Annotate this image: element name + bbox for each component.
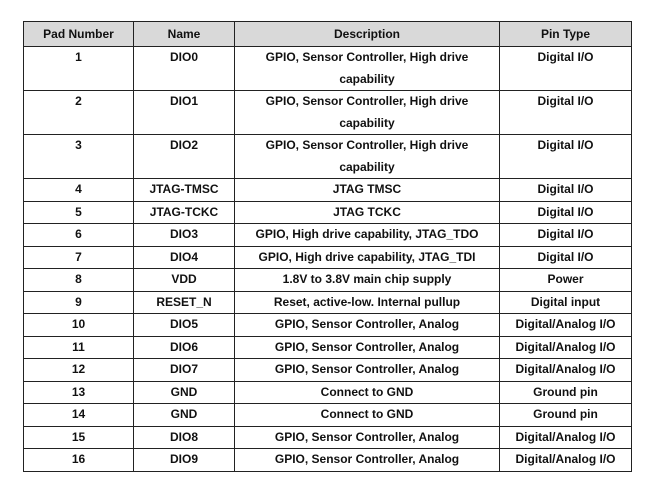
description-cell: GPIO, Sensor Controller, Analog <box>234 313 500 337</box>
table-row: 14 GND Connect to GND Ground pin <box>23 403 632 427</box>
table-row: 7 DIO4 GPIO, High drive capability, JTAG_T… <box>23 245 632 269</box>
description-cell: GPIO, Sensor Controller, Analog <box>234 335 500 359</box>
description-cell: GPIO, Sensor Controller, Analog <box>234 448 500 472</box>
table-body: 1 DIO0 GPIO, Sensor Controller, High drive… <box>23 46 632 472</box>
table-row: 8 VDD 1.8V to 3.8V main chip supply Power <box>23 268 632 292</box>
header-pin-type: Pin Type <box>499 21 632 47</box>
pin-type-cell: Digital input <box>499 290 632 314</box>
description-cell: Reset, active-low. Internal pullup <box>234 290 500 314</box>
pin-type-cell: Digital I/O <box>499 200 632 224</box>
pad-number-cell: 16 <box>23 448 134 472</box>
pin-type-cell: Digital I/O <box>499 245 632 269</box>
description-cell: Connect to GND <box>234 380 500 404</box>
description-cell: JTAG TMSC <box>234 178 500 202</box>
pin-type-cell: Ground pin <box>499 403 632 427</box>
pad-number-cell: 13 <box>23 380 134 404</box>
pad-number-cell: 9 <box>23 290 134 314</box>
description-cell: Connect to GND <box>234 403 500 427</box>
pin-type-cell: Ground pin <box>499 380 632 404</box>
pin-type-cell: Digital I/O <box>499 90 632 135</box>
pad-number-cell: 2 <box>23 90 134 135</box>
name-cell: JTAG-TMSC <box>133 178 235 202</box>
pin-type-cell: Digital I/O <box>499 223 632 247</box>
name-cell: VDD <box>133 268 235 292</box>
pin-type-cell: Digital/Analog I/O <box>499 358 632 382</box>
name-cell: JTAG-TCKC <box>133 200 235 224</box>
table-row: 6 DIO3 GPIO, High drive capability, JTAG_T… <box>23 223 632 247</box>
pad-number-cell: 5 <box>23 200 134 224</box>
name-cell: DIO2 <box>133 134 235 179</box>
pad-table-container: Pad Number Name Description Pin Type 1 DI… <box>23 21 632 472</box>
description-cell: GPIO, Sensor Controller, Analog <box>234 358 500 382</box>
description-cell: GPIO, Sensor Controller, High drive capa… <box>234 90 500 135</box>
pad-number-cell: 7 <box>23 245 134 269</box>
name-cell: RESET_N <box>133 290 235 314</box>
name-cell: DIO1 <box>133 90 235 135</box>
header-pad-number: Pad Number <box>23 21 134 47</box>
table-row: 12 DIO7 GPIO, Sensor Controller, Analog Dig… <box>23 358 632 382</box>
pad-table: Pad Number Name Description Pin Type 1 DI… <box>23 21 632 472</box>
name-cell: GND <box>133 380 235 404</box>
pin-type-cell: Digital/Analog I/O <box>499 335 632 359</box>
table-row: 16 DIO9 GPIO, Sensor Controller, Analog Dig… <box>23 448 632 472</box>
pin-type-cell: Power <box>499 268 632 292</box>
table-row: 11 DIO6 GPIO, Sensor Controller, Analog Dig… <box>23 335 632 359</box>
pad-number-cell: 3 <box>23 134 134 179</box>
description-cell: GPIO, High drive capability, JTAG_TDO <box>234 223 500 247</box>
pad-number-cell: 4 <box>23 178 134 202</box>
table-row: 2 DIO1 GPIO, Sensor Controller, High drive… <box>23 90 632 135</box>
table-row: 9 RESET_N Reset, active-low. Internal pull… <box>23 290 632 314</box>
description-cell: 1.8V to 3.8V main chip supply <box>234 268 500 292</box>
pin-type-cell: Digital/Analog I/O <box>499 313 632 337</box>
pin-type-cell: Digital I/O <box>499 46 632 91</box>
pad-number-cell: 1 <box>23 46 134 91</box>
header-row: Pad Number Name Description Pin Type <box>23 21 632 47</box>
table-row: 3 DIO2 GPIO, Sensor Controller, High drive… <box>23 134 632 179</box>
header-name: Name <box>133 21 235 47</box>
description-cell: JTAG TCKC <box>234 200 500 224</box>
name-cell: DIO6 <box>133 335 235 359</box>
table-row: 13 GND Connect to GND Ground pin <box>23 380 632 404</box>
name-cell: DIO0 <box>133 46 235 91</box>
pin-type-cell: Digital/Analog I/O <box>499 425 632 449</box>
pad-number-cell: 10 <box>23 313 134 337</box>
pin-type-cell: Digital/Analog I/O <box>499 448 632 472</box>
description-cell: GPIO, Sensor Controller, High drive capa… <box>234 46 500 91</box>
table-row: 15 DIO8 GPIO, Sensor Controller, Analog Dig… <box>23 425 632 449</box>
table-row: 10 DIO5 GPIO, Sensor Controller, Analog Dig… <box>23 313 632 337</box>
pin-type-cell: Digital I/O <box>499 178 632 202</box>
name-cell: DIO5 <box>133 313 235 337</box>
table-header: Pad Number Name Description Pin Type <box>23 21 632 47</box>
pad-number-cell: 6 <box>23 223 134 247</box>
description-cell: GPIO, Sensor Controller, High drive capa… <box>234 134 500 179</box>
header-description: Description <box>234 21 500 47</box>
name-cell: DIO9 <box>133 448 235 472</box>
name-cell: DIO3 <box>133 223 235 247</box>
name-cell: DIO8 <box>133 425 235 449</box>
pad-number-cell: 11 <box>23 335 134 359</box>
description-cell: GPIO, High drive capability, JTAG_TDI <box>234 245 500 269</box>
pin-type-cell: Digital I/O <box>499 134 632 179</box>
pad-number-cell: 15 <box>23 425 134 449</box>
table-row: 1 DIO0 GPIO, Sensor Controller, High drive… <box>23 46 632 91</box>
table-row: 5 JTAG-TCKC JTAG TCKC Digital I/O <box>23 200 632 224</box>
name-cell: DIO4 <box>133 245 235 269</box>
name-cell: DIO7 <box>133 358 235 382</box>
pad-number-cell: 14 <box>23 403 134 427</box>
pad-number-cell: 12 <box>23 358 134 382</box>
description-cell: GPIO, Sensor Controller, Analog <box>234 425 500 449</box>
pad-number-cell: 8 <box>23 268 134 292</box>
name-cell: GND <box>133 403 235 427</box>
table-row: 4 JTAG-TMSC JTAG TMSC Digital I/O <box>23 178 632 202</box>
